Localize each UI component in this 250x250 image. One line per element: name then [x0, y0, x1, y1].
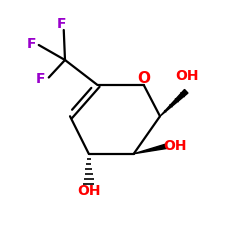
- Text: O: O: [137, 71, 150, 86]
- Text: OH: OH: [77, 184, 100, 198]
- Text: OH: OH: [176, 69, 199, 83]
- Text: F: F: [36, 72, 46, 86]
- Text: F: F: [56, 17, 66, 31]
- Text: OH: OH: [163, 139, 187, 153]
- Text: F: F: [27, 37, 37, 51]
- Polygon shape: [134, 144, 167, 154]
- Polygon shape: [160, 90, 188, 116]
